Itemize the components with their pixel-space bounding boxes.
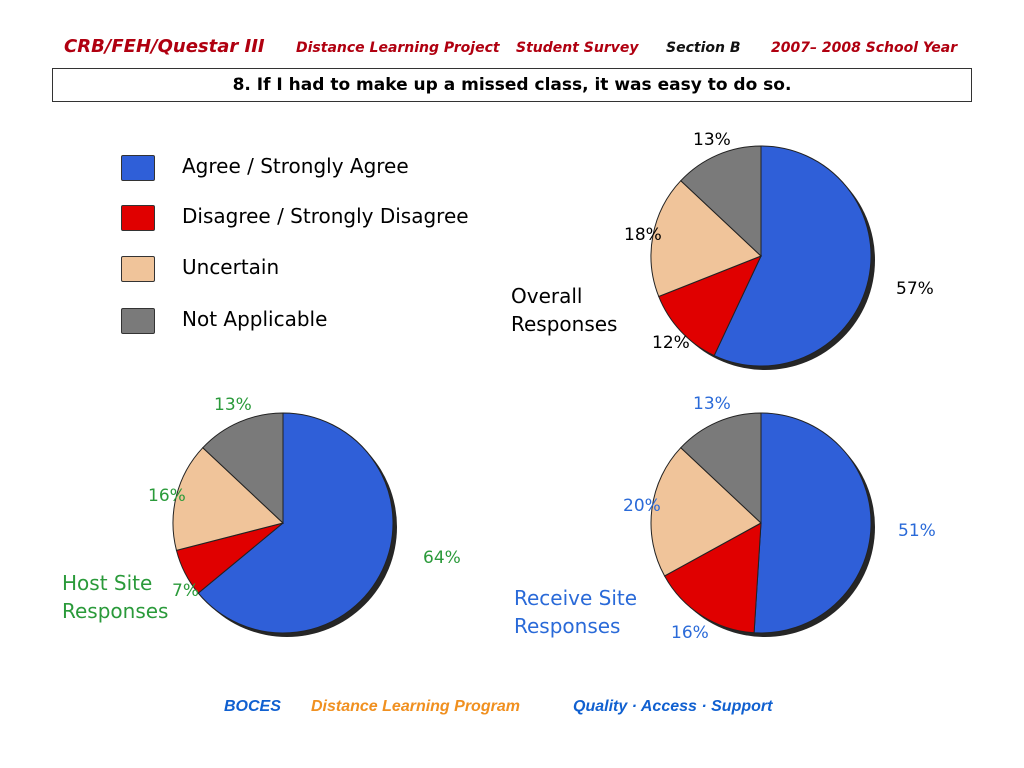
pie-slice-agree (197, 412, 394, 634)
pie-slice-not-applicable (202, 412, 284, 525)
footer-motto: Quality · Access · Support (573, 698, 773, 715)
pie-label-agree: 64% (423, 548, 461, 568)
pie-label-agree: 57% (896, 279, 934, 299)
question-box: 8. If I had to make up a missed class, i… (52, 68, 972, 102)
legend-swatch-uncertain (121, 256, 155, 282)
pie-label-uncertain: 18% (624, 225, 662, 245)
pie-chart-3: 51% 16% 20% 13% Receive Site Responses (514, 394, 936, 643)
footer-program: Distance Learning Program (311, 698, 520, 715)
legend-item-uncertain: Uncertain (118, 253, 498, 283)
pie-label-uncertain: 16% (148, 486, 186, 506)
section-label: Section B (666, 40, 741, 56)
pie-label-not-applicable: 13% (693, 130, 731, 150)
legend-label-agree: Agree / Strongly Agree (182, 154, 409, 178)
pie-slice-disagree (663, 522, 762, 634)
footer-boces: BOCES (224, 698, 281, 715)
school-year: 2007– 2008 School Year (771, 40, 958, 56)
header: CRB/FEH/Questar III Distance Learning Pr… (0, 36, 1024, 60)
pie-label-disagree: 12% (652, 333, 690, 353)
pie-title: Overall Responses (511, 284, 617, 336)
pie-label-disagree: 16% (671, 623, 709, 643)
pie-slice-disagree (658, 255, 762, 357)
pie-slice-not-applicable (680, 412, 762, 525)
legend-swatch-not-applicable (121, 308, 155, 334)
project-title: CRB/FEH/Questar III (64, 36, 265, 57)
pie-label-not-applicable: 13% (214, 395, 252, 415)
survey-title: Student Survey (516, 40, 639, 56)
legend-item-disagree: Disagree / Strongly Disagree (118, 202, 498, 232)
pie-title: Host Site Responses (62, 571, 168, 623)
legend-swatch-disagree (121, 205, 155, 231)
pie-label-uncertain: 20% (623, 496, 661, 516)
legend-item-agree: Agree / Strongly Agree (118, 152, 498, 182)
legend-swatch-agree (121, 155, 155, 181)
pie-label-disagree: 7% (172, 581, 199, 601)
legend-item-not-applicable: Not Applicable (118, 305, 498, 335)
pie-label-agree: 51% (898, 521, 936, 541)
legend-label-not-applicable: Not Applicable (182, 307, 328, 331)
pie-chart-2: 64% 7% 16% 13% Host Site Responses (62, 395, 461, 637)
pie-slice-agree (713, 145, 872, 367)
pie-slice-uncertain (650, 446, 762, 577)
legend-label-disagree: Disagree / Strongly Disagree (182, 204, 469, 228)
pie-slice-agree (753, 412, 872, 634)
pie-label-not-applicable: 13% (693, 394, 731, 414)
pie-chart-1: 57% 12% 18% 13% Overall Responses (511, 130, 934, 370)
pie-slice-not-applicable (680, 145, 762, 258)
project-subtitle: Distance Learning Project (296, 40, 500, 56)
pie-slice-uncertain (650, 179, 762, 298)
pie-title: Receive Site Responses (514, 586, 637, 638)
pie-slice-uncertain (172, 446, 285, 551)
legend-label-uncertain: Uncertain (182, 255, 280, 279)
